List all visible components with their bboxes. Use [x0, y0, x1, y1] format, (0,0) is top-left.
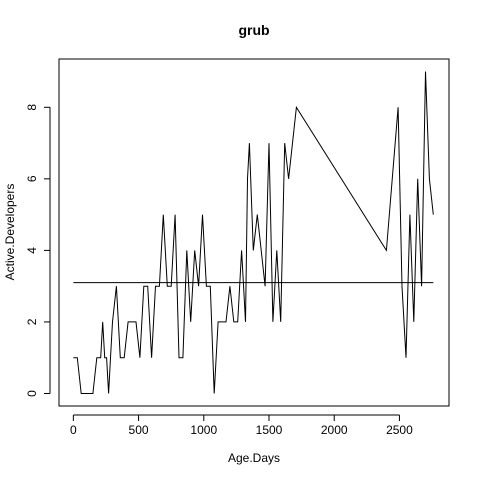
x-tick-label: 2500	[386, 423, 413, 437]
chart-title: grub	[238, 22, 269, 38]
y-tick-label: 4	[25, 247, 39, 254]
y-axis-label: Active.Developers	[3, 184, 17, 281]
y-tick-label: 8	[25, 104, 39, 111]
x-tick-label: 1000	[190, 423, 217, 437]
x-axis: 0 500 1000 1500 2000 2500	[70, 414, 413, 437]
y-tick-label: 0	[25, 390, 39, 397]
x-tick-label: 2000	[321, 423, 348, 437]
x-tick-label: 0	[70, 423, 77, 437]
x-tick-label: 1500	[256, 423, 283, 437]
plot-frame	[58, 58, 450, 407]
x-tick-label: 500	[129, 423, 149, 437]
series-line-0	[73, 71, 434, 394]
y-tick-label: 6	[25, 175, 39, 182]
y-axis: 0 2 4 6 8	[25, 104, 51, 397]
plot-area	[73, 71, 434, 394]
y-tick-label: 2	[25, 318, 39, 325]
x-axis-label: Age.Days	[228, 451, 280, 465]
